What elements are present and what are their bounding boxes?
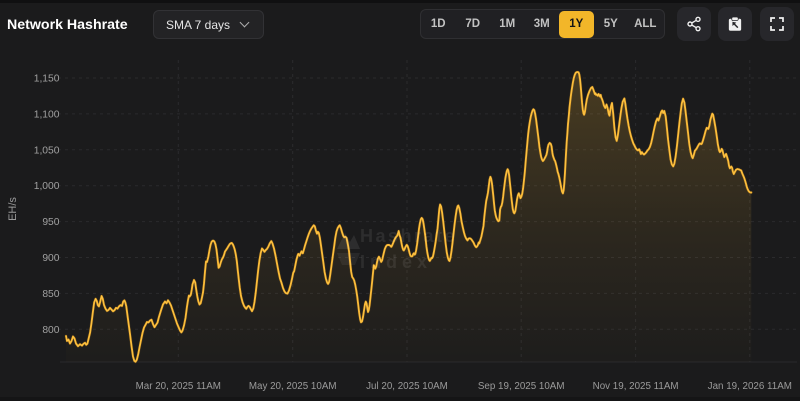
svg-text:Jul 20, 2025 10AM: Jul 20, 2025 10AM [366,381,448,392]
svg-text:Nov 19, 2025 11AM: Nov 19, 2025 11AM [593,381,679,392]
svg-text:1,100: 1,100 [34,109,60,120]
svg-text:1,150: 1,150 [34,74,60,85]
svg-text:850: 850 [42,289,59,300]
svg-text:800: 800 [42,325,59,336]
svg-text:950: 950 [42,217,59,228]
svg-text:1,050: 1,050 [34,145,60,156]
svg-text:900: 900 [42,253,59,264]
svg-text:1,000: 1,000 [34,181,60,192]
svg-text:May 20, 2025 10AM: May 20, 2025 10AM [249,381,337,392]
svg-text:Jan 19, 2026 11AM: Jan 19, 2026 11AM [708,381,792,392]
svg-text:Mar 20, 2025 11AM: Mar 20, 2025 11AM [136,381,221,392]
svg-text:Sep 19, 2025 10AM: Sep 19, 2025 10AM [478,381,565,392]
